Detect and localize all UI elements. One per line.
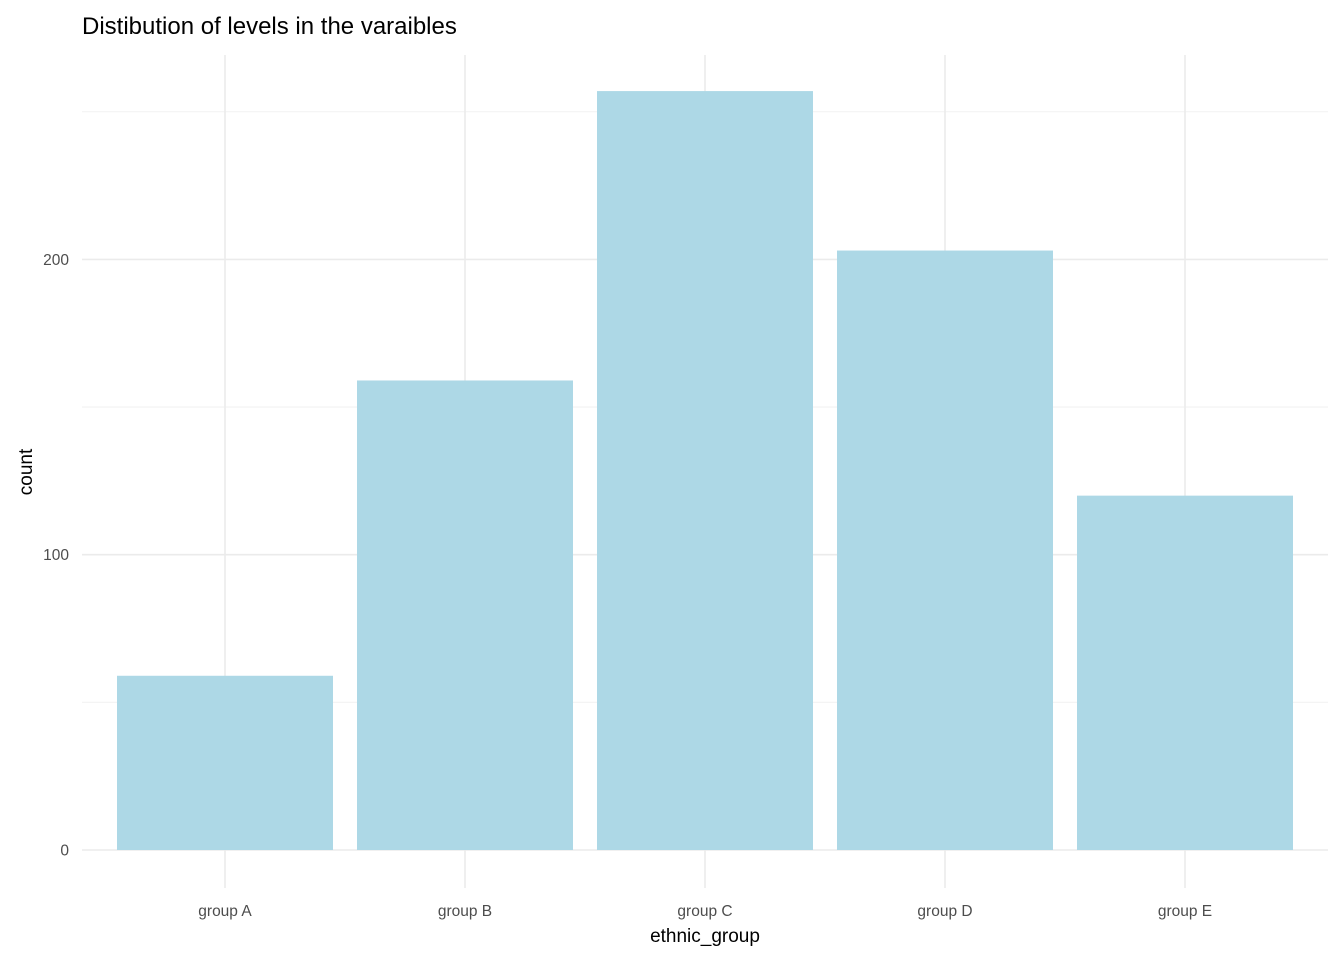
y-tick-label: 0 bbox=[60, 843, 69, 860]
x-tick-label: group D bbox=[917, 903, 972, 920]
y-tick-label: 200 bbox=[43, 252, 69, 269]
bars-layer bbox=[117, 91, 1293, 851]
y-tick-label: 100 bbox=[43, 547, 69, 564]
bar-group-e bbox=[1077, 495, 1293, 850]
y-axis-ticks: 0 100 200 bbox=[43, 252, 69, 860]
y-axis-title: count bbox=[16, 448, 37, 495]
bar-group-b bbox=[357, 380, 573, 850]
x-axis-title: ethnic_group bbox=[650, 926, 760, 947]
chart-title: Distibution of levels in the varaibles bbox=[82, 13, 457, 40]
x-tick-label: group C bbox=[677, 903, 732, 920]
bar-group-a bbox=[117, 675, 333, 850]
x-tick-label: group E bbox=[1158, 903, 1212, 920]
x-tick-label: group A bbox=[198, 903, 252, 920]
x-tick-label: group B bbox=[438, 903, 492, 920]
x-axis-ticks: group A group B group C group D group E bbox=[198, 903, 1212, 920]
bar-group-c bbox=[597, 91, 813, 851]
bar-group-d bbox=[837, 250, 1053, 850]
